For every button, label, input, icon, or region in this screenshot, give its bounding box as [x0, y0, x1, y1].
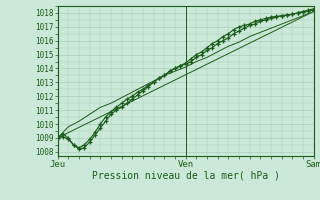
X-axis label: Pression niveau de la mer( hPa ): Pression niveau de la mer( hPa )	[92, 171, 280, 181]
